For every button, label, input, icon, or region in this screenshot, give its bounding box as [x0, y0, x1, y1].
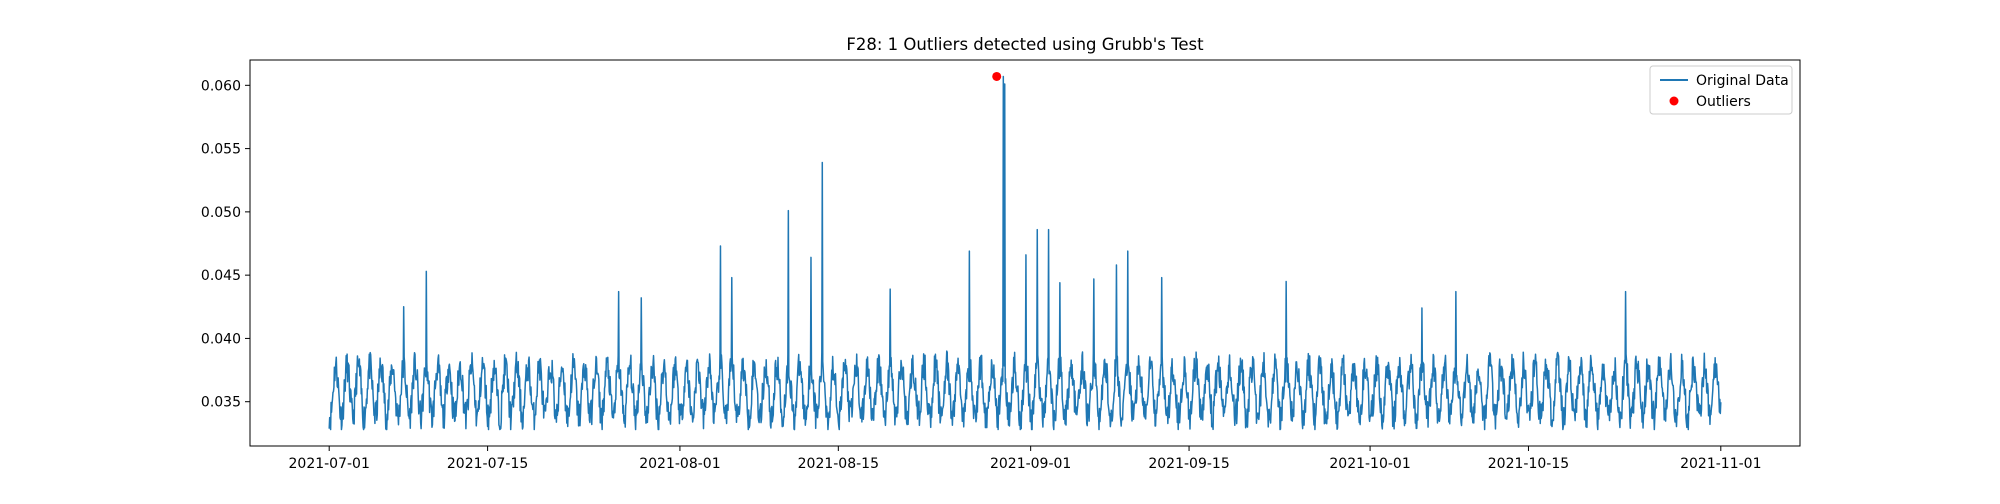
legend-label-original-data: Original Data: [1696, 73, 1789, 89]
x-tick-label-4: 2021-09-01: [990, 456, 1071, 472]
y-ticks: 0.035 0.040 0.045 0.050 0.055 0.060: [201, 78, 250, 411]
y-tick-label-1: 0.040: [201, 331, 241, 347]
y-tick-label-3: 0.050: [201, 205, 241, 221]
y-tick-label-0: 0.035: [201, 395, 241, 411]
x-ticks: 2021-07-01 2021-07-15 2021-08-01 2021-08-15…: [289, 446, 1761, 472]
legend-box: [1649, 65, 1793, 115]
chart-title: F28: 1 Outliers detected using Grubb's T…: [846, 35, 1204, 54]
x-tick-label-7: 2021-10-15: [1488, 456, 1569, 472]
legend-swatch-outliers: [1669, 96, 1679, 106]
x-tick-label-6: 2021-10-01: [1329, 456, 1410, 472]
y-tick-label-2: 0.045: [201, 268, 241, 284]
y-tick-label-4: 0.055: [201, 142, 241, 158]
x-tick-label-5: 2021-09-15: [1148, 456, 1229, 472]
series-line-original-data: [328, 75, 1722, 431]
y-tick-label-5: 0.060: [201, 78, 241, 94]
outlier-point-0: [992, 71, 1002, 81]
legend-label-outliers: Outliers: [1696, 94, 1751, 110]
x-tick-label-2: 2021-08-01: [639, 456, 720, 472]
legend: Original Data Outliers: [1649, 65, 1793, 115]
line-layer: [328, 75, 1722, 431]
marker-layer: [992, 71, 1002, 81]
x-tick-label-8: 2021-11-01: [1680, 456, 1761, 472]
x-tick-label-1: 2021-07-15: [447, 456, 528, 472]
x-tick-label-3: 2021-08-15: [798, 456, 879, 472]
x-tick-label-0: 2021-07-01: [289, 456, 370, 472]
plot-frame: [249, 59, 1801, 447]
